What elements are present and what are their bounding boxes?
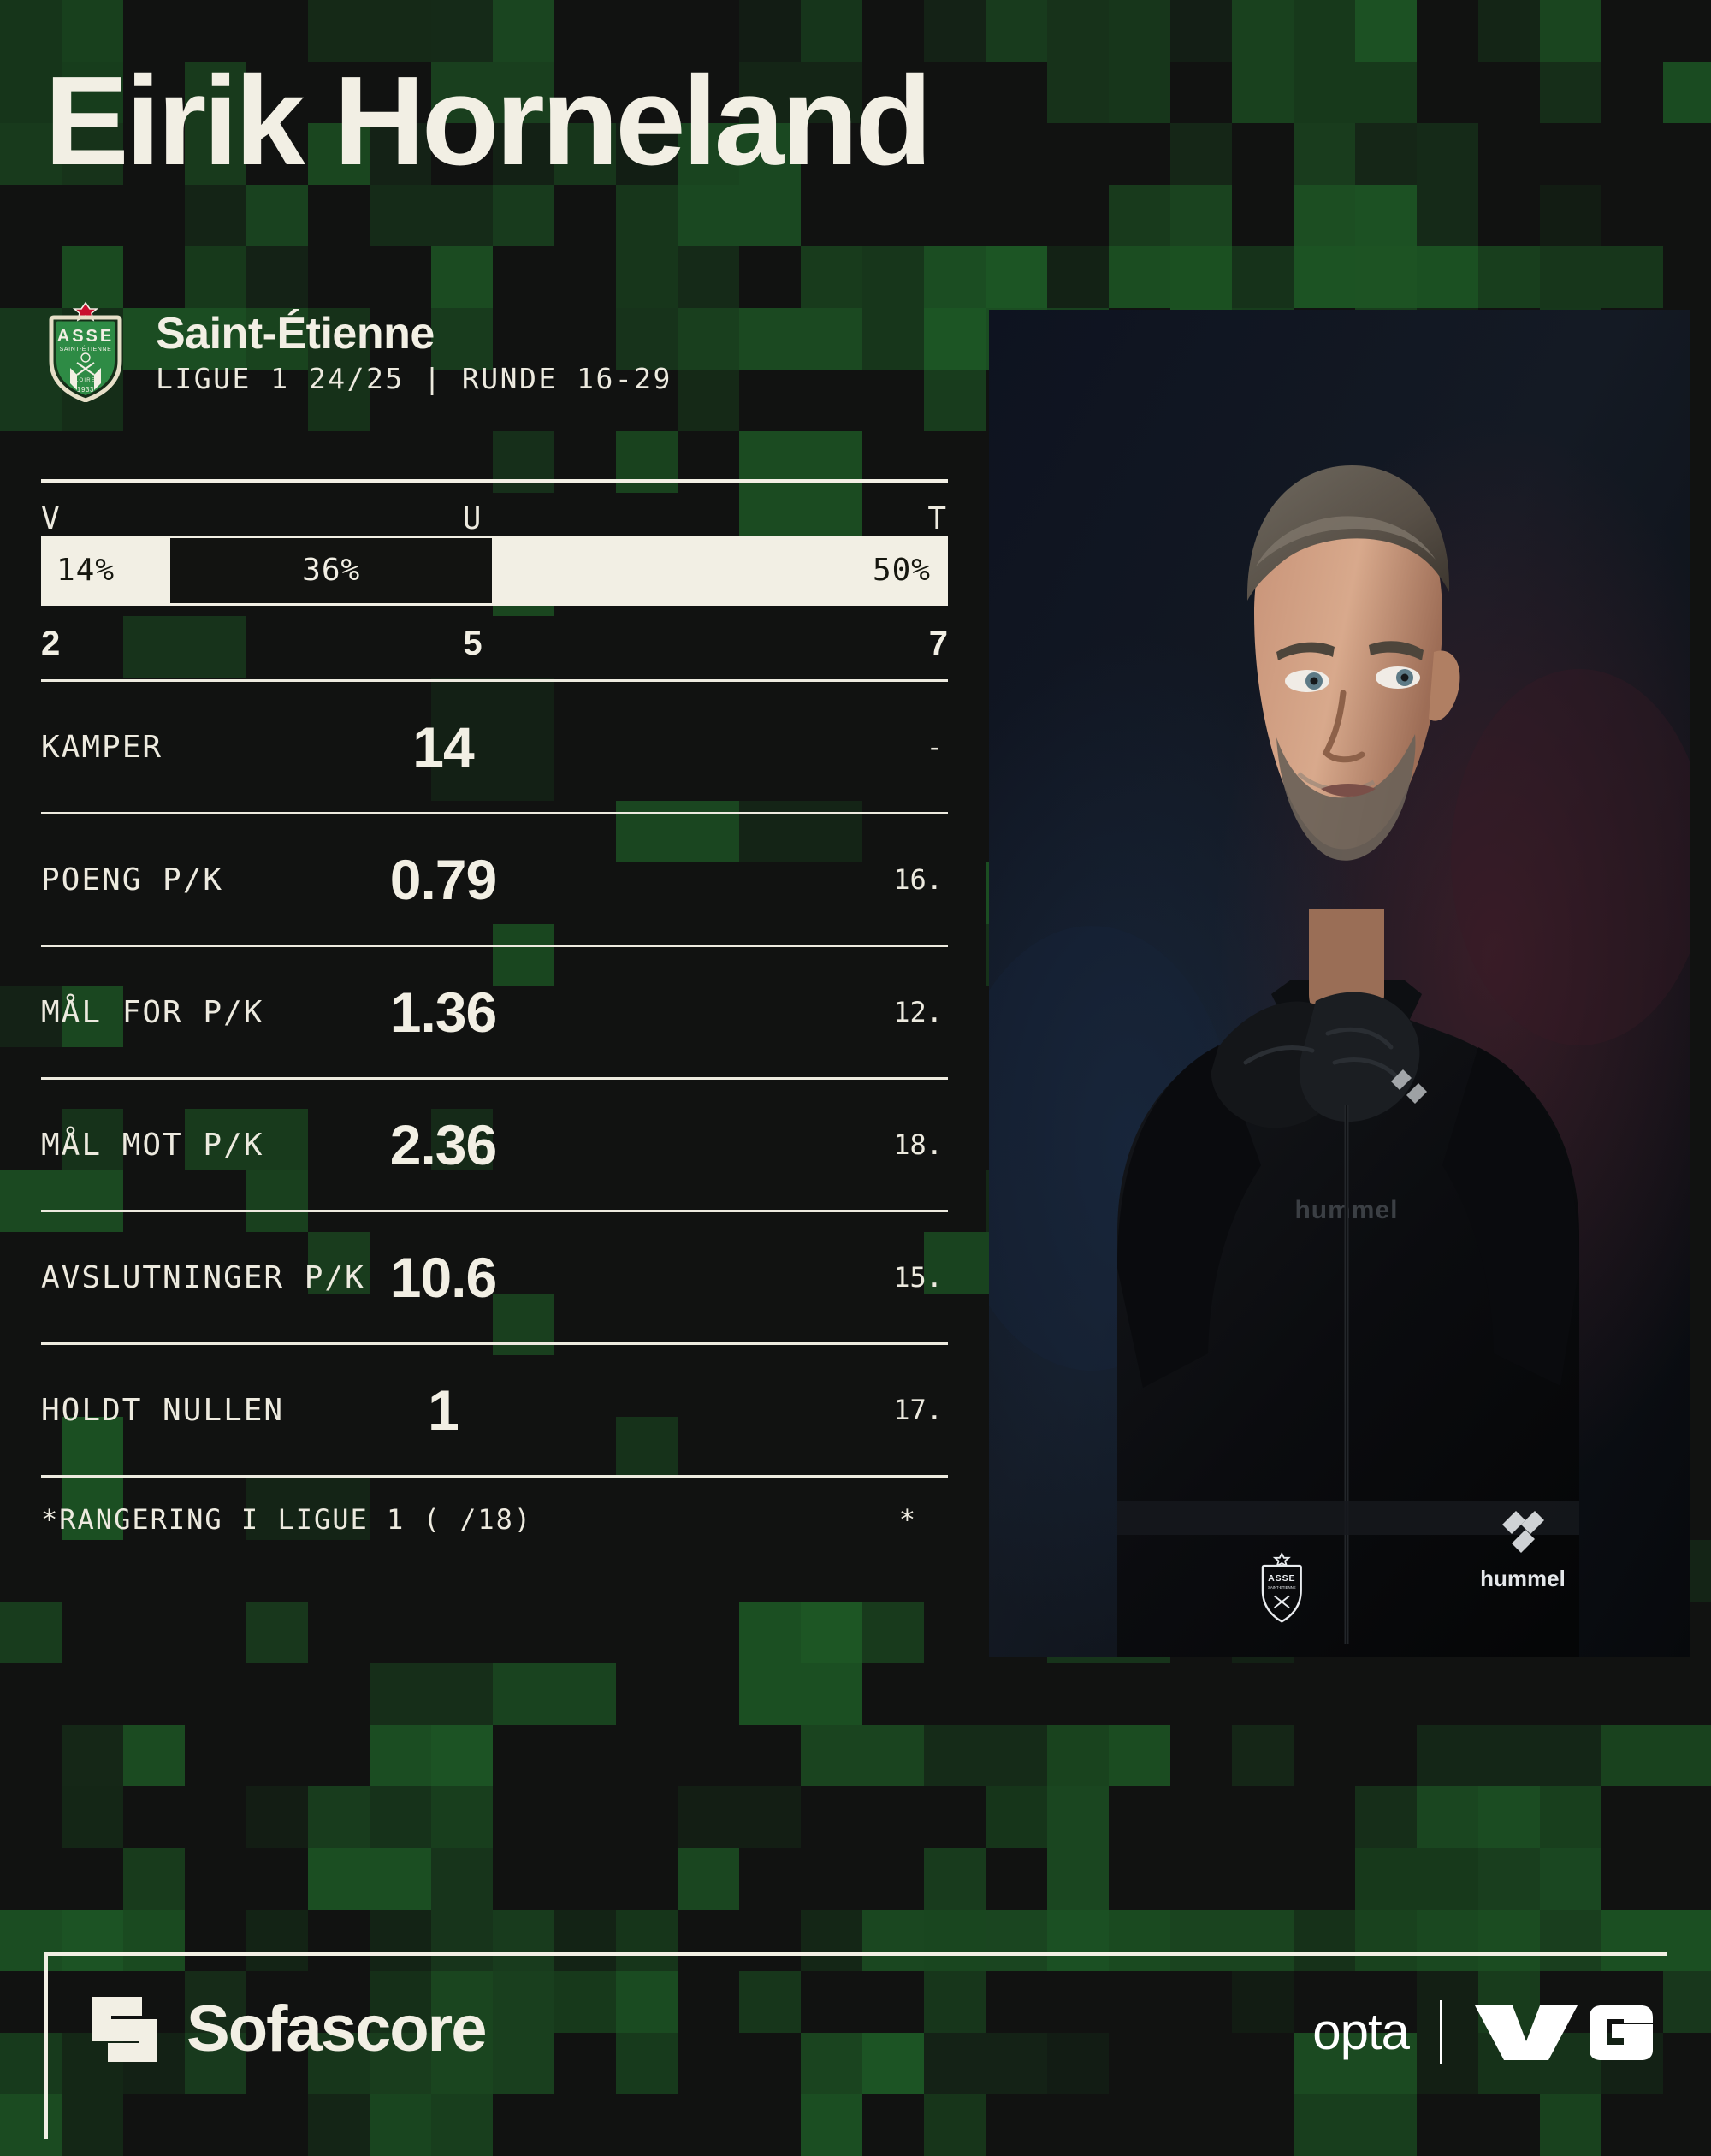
stat-rank: 16.	[893, 863, 943, 896]
svg-text:LOIRE: LOIRE	[75, 378, 96, 383]
bar-label-win: 14%	[56, 553, 115, 588]
results-stacked-bar: 14% 36% 50%	[41, 536, 948, 606]
results-axis-labels: V U T	[41, 483, 948, 536]
table-row: MÅL MOT P/K 2.36 18.	[41, 1080, 948, 1210]
bar-segment-win: 14%	[41, 536, 169, 606]
bar-segment-draw: 36%	[168, 536, 494, 606]
stat-rank: 12.	[893, 996, 943, 1028]
stat-value: 1	[428, 1378, 459, 1442]
page-title: Eirik Horneland	[44, 50, 932, 192]
manager-photo: hummel ASSE SAINT-ETIENNE	[989, 310, 1690, 1657]
svg-text:hummel: hummel	[1480, 1566, 1566, 1591]
stat-label: KAMPER	[41, 729, 163, 765]
sofascore-brand[interactable]: Sofascore	[89, 1993, 487, 2065]
divider	[41, 812, 948, 814]
bar-label-loss: 50%	[872, 553, 931, 588]
footnote-marker: *	[898, 1503, 917, 1536]
divider-top	[41, 479, 948, 483]
stat-label: MÅL MOT P/K	[41, 1127, 264, 1163]
divider	[41, 1210, 948, 1212]
table-row: POENG P/K 0.79 16.	[41, 814, 948, 945]
axis-label-loss: T	[927, 501, 948, 536]
sofascore-wordmark: Sofascore	[186, 1993, 487, 2065]
stat-value: 2.36	[389, 1113, 497, 1176]
stats-panel: V U T 14% 36% 50% 2 5 7	[41, 479, 948, 1555]
stat-label: HOLDT NULLEN	[41, 1392, 285, 1428]
svg-text:ASSE: ASSE	[1268, 1573, 1295, 1584]
partner-logos: opta	[1312, 2000, 1655, 2064]
table-row: AVSLUTNINGER P/K 10.6 15.	[41, 1212, 948, 1342]
partner-divider	[1440, 2000, 1442, 2064]
divider	[41, 679, 948, 682]
results-counts: 2 5 7	[41, 606, 948, 671]
stat-rank: -	[926, 731, 943, 763]
stat-rank: 18.	[893, 1128, 943, 1161]
count-win: 2	[41, 625, 61, 662]
stat-value: 14	[412, 715, 474, 779]
divider	[41, 945, 948, 947]
asse-crest-icon: ASSE SAINT-ÉTIENNE LOIRE 1933	[44, 301, 127, 403]
club-competition-meta: LIGUE 1 24/25 | RUNDE 16-29	[156, 361, 672, 395]
divider	[41, 1342, 948, 1345]
stat-label: AVSLUTNINGER P/K	[41, 1259, 365, 1295]
bar-segment-loss: 50%	[494, 536, 948, 606]
sofascore-logo-icon	[89, 1993, 161, 2065]
table-row: KAMPER 14 -	[41, 682, 948, 812]
footer-edge-accent	[44, 1952, 48, 2139]
stat-label: POENG P/K	[41, 862, 224, 897]
table-row: MÅL FOR P/K 1.36 12.	[41, 947, 948, 1077]
stat-rank: 15.	[893, 1261, 943, 1294]
stat-value: 10.6	[389, 1246, 497, 1309]
vg-logo-icon	[1473, 2000, 1655, 2064]
footnote: *RANGERING I LIGUE 1 ( /18) *	[41, 1503, 948, 1555]
count-loss: 7	[928, 625, 948, 662]
stat-rank: 17.	[893, 1394, 943, 1426]
bar-label-draw: 36%	[302, 553, 361, 588]
club-header: ASSE SAINT-ÉTIENNE LOIRE 1933 Saint-Étie…	[44, 301, 672, 403]
stats-table: KAMPER 14 - POENG P/K 0.79 16. MÅL FOR P…	[41, 679, 948, 1478]
club-name: Saint-Étienne	[156, 308, 435, 358]
svg-text:SAINT-ETIENNE: SAINT-ETIENNE	[1268, 1585, 1296, 1590]
svg-text:ASSE: ASSE	[57, 327, 114, 346]
divider-bottom	[41, 1475, 948, 1478]
table-row: HOLDT NULLEN 1 17.	[41, 1345, 948, 1475]
svg-text:SAINT-ÉTIENNE: SAINT-ÉTIENNE	[60, 345, 112, 352]
opta-logo: opta	[1312, 2003, 1410, 2060]
axis-label-win: V	[41, 501, 62, 536]
axis-label-draw: U	[462, 501, 483, 536]
stat-value: 1.36	[389, 980, 497, 1044]
svg-text:1933: 1933	[77, 386, 94, 394]
footer-divider	[44, 1952, 1667, 1956]
stat-value: 0.79	[389, 848, 497, 911]
footnote-text: *RANGERING I LIGUE 1 ( /18)	[41, 1503, 533, 1536]
count-draw: 5	[463, 625, 483, 662]
divider	[41, 1077, 948, 1080]
stat-label: MÅL FOR P/K	[41, 994, 264, 1030]
results-chart: V U T 14% 36% 50% 2 5 7	[41, 483, 948, 671]
